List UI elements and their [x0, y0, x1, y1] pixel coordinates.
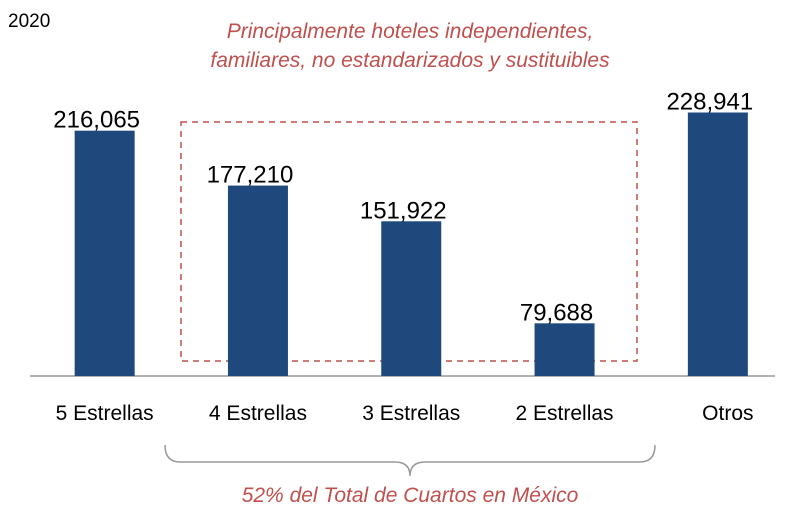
bar — [227, 185, 288, 376]
annotation: 52% del Total de Cuartos en México — [242, 484, 579, 507]
x-tick-label: 3 Estrellas — [362, 402, 460, 425]
data-label: 151,922 — [360, 197, 447, 224]
bar — [534, 323, 595, 376]
x-tick-label: 4 Estrellas — [209, 402, 307, 425]
x-tick-label: Otros — [702, 402, 753, 425]
annotation: familiares, no estandarizados y sustitui… — [210, 49, 610, 72]
data-label: 79,688 — [520, 299, 593, 326]
brace — [164, 444, 656, 477]
bar — [74, 130, 135, 376]
x-tick-label: 2 Estrellas — [516, 402, 614, 425]
data-label: 177,210 — [207, 162, 294, 189]
bar — [687, 112, 748, 377]
highlight-box — [180, 121, 638, 362]
year-label: 2020 — [8, 11, 50, 32]
data-label: 228,941 — [666, 88, 753, 115]
x-tick-label: 5 Estrellas — [56, 402, 154, 425]
annotation: Principalmente hoteles independientes, — [227, 20, 594, 43]
bar — [381, 221, 442, 376]
data-label: 216,065 — [53, 107, 140, 134]
